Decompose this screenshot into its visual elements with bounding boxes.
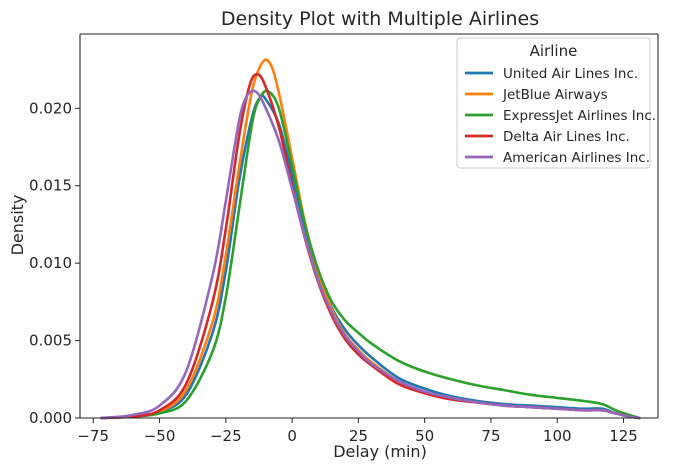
y-tick-label: 0.020 [29, 99, 72, 117]
y-axis-ticks: 0.000 0.005 0.010 0.015 0.020 [29, 99, 80, 427]
series-line-4 [99, 89, 641, 420]
y-axis-label: Density [8, 195, 27, 256]
x-tick-label: −25 [210, 427, 242, 445]
legend-entry-2: ExpressJet Airlines Inc. [503, 108, 656, 124]
chart-title: Density Plot with Multiple Airlines [221, 8, 539, 30]
x-tick-label: 0 [287, 427, 297, 445]
x-tick-label: 75 [481, 427, 500, 445]
axis-frame [79, 33, 659, 419]
legend: Airline United Air Lines Inc. JetBlue Airw… [456, 37, 656, 169]
legend-entry-4: American Airlines Inc. [503, 150, 650, 166]
y-tick-label: 0.010 [29, 254, 72, 272]
x-axis-label: Delay (min) [333, 442, 427, 461]
plot-lines [99, 58, 641, 420]
series-line-2 [99, 89, 641, 420]
legend-box [456, 37, 651, 169]
x-tick-label: 100 [543, 427, 572, 445]
x-tick-label: −75 [77, 427, 109, 445]
legend-title: Airline [530, 42, 578, 60]
x-tick-label: 50 [415, 427, 434, 445]
x-axis-ticks: −75 −50 −25 0 25 50 75 100 125 [77, 418, 638, 445]
y-tick-label: 0.005 [29, 332, 72, 350]
y-tick-label: 0.015 [29, 177, 72, 195]
y-tick-label: 0.000 [29, 409, 72, 427]
legend-entry-0: United Air Lines Inc. [503, 66, 638, 82]
legend-entry-1: JetBlue Airways [502, 87, 608, 103]
x-tick-label: −50 [144, 427, 176, 445]
legend-entry-3: Delta Air Lines Inc. [503, 129, 630, 145]
x-tick-label: 25 [349, 427, 368, 445]
x-tick-label: 125 [609, 427, 638, 445]
